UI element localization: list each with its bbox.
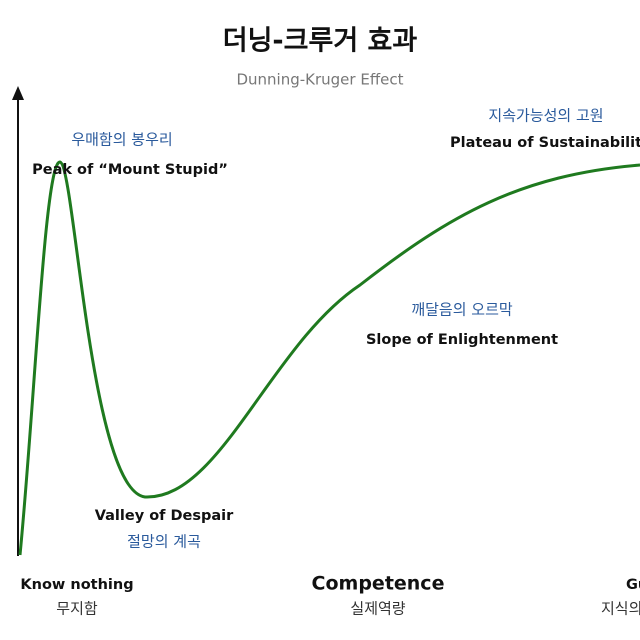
stage-label-ko: 깨달음의 오르막 [411, 301, 513, 319]
x-axis-title-ko: 실제역량 [350, 600, 405, 618]
x-axis-title: Competence [312, 573, 445, 595]
title: 더닝-크루거 효과 [223, 26, 418, 57]
stage-label-ko: 절망의 계곡 [127, 533, 201, 551]
x-right-label-en: Gu [626, 577, 640, 593]
subtitle: Dunning-Kruger Effect [236, 71, 403, 89]
stage-label-ko: 우매함의 봉우리 [71, 131, 172, 149]
x-left-label-ko: 무지함 [56, 600, 98, 618]
stage-label-en: Valley of Despair [95, 508, 234, 524]
x-right-label-ko: 지식의 [601, 600, 640, 618]
curve [18, 160, 640, 556]
stage-label-en: Plateau of Sustainabilit [450, 135, 640, 151]
stage-label-ko: 지속가능성의 고원 [488, 107, 603, 125]
y-axis-arrow [12, 86, 24, 100]
stage-label-en: Slope of Enlightenment [366, 332, 558, 348]
stage-label-en: Peak of “Mount Stupid” [32, 162, 228, 178]
x-left-label-en: Know nothing [20, 577, 133, 593]
